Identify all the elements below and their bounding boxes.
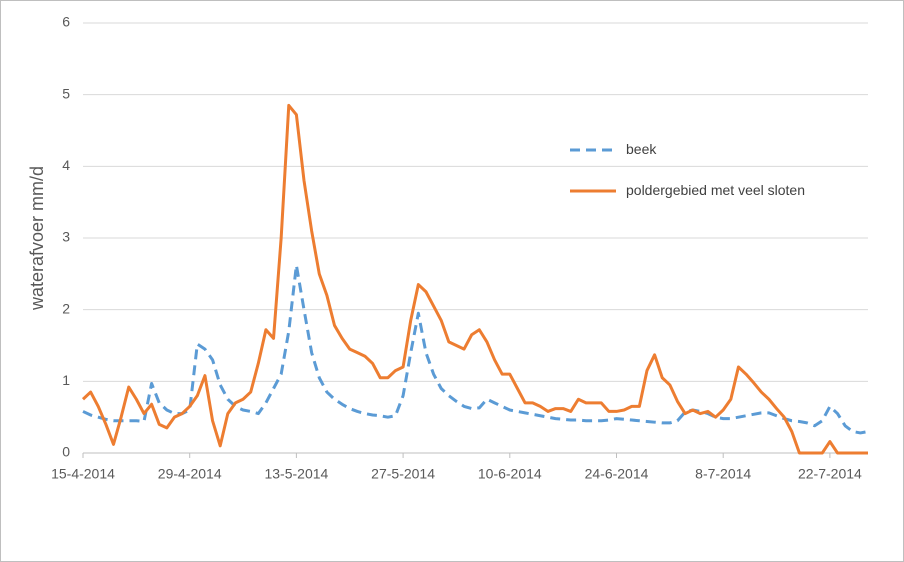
x-tick-label: 10-6-2014 <box>478 466 542 482</box>
x-tick-label: 8-7-2014 <box>695 466 751 482</box>
y-tick-label: 6 <box>62 14 70 30</box>
legend-label: poldergebied met veel sloten <box>626 182 806 198</box>
series-line <box>82 263 869 435</box>
x-tick-label: 22-7-2014 <box>798 466 862 482</box>
y-axis-label: waterafvoer mm/d <box>27 166 47 311</box>
legend-label: beek <box>626 141 657 157</box>
x-tick-label: 24-6-2014 <box>585 466 649 482</box>
y-tick-label: 4 <box>62 157 70 173</box>
y-tick-label: 1 <box>62 372 70 388</box>
x-tick-label: 27-5-2014 <box>371 466 435 482</box>
x-tick-label: 29-4-2014 <box>158 466 222 482</box>
y-tick-label: 0 <box>62 444 70 460</box>
series-line <box>81 103 868 455</box>
x-tick-label: 13-5-2014 <box>264 466 328 482</box>
y-tick-label: 2 <box>62 300 70 316</box>
y-tick-label: 3 <box>62 229 70 245</box>
y-tick-label: 5 <box>62 85 70 101</box>
x-tick-label: 15-4-2014 <box>51 466 115 482</box>
